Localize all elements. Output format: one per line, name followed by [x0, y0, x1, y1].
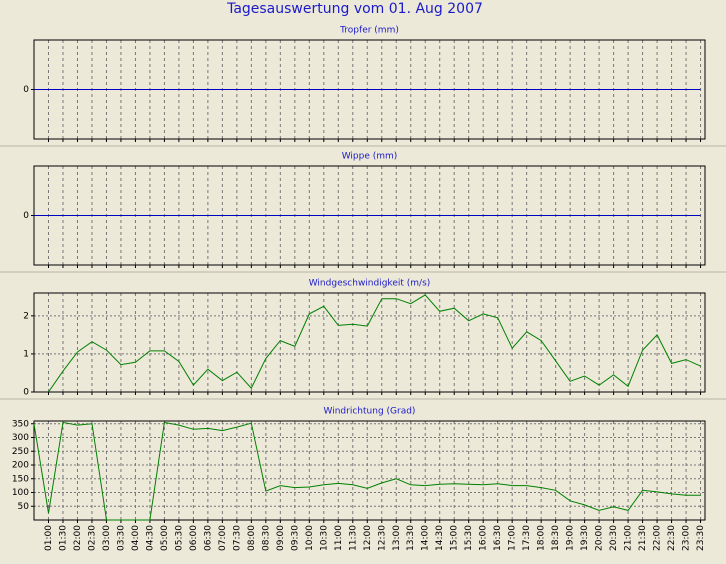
- y-tick-label: 0: [23, 211, 29, 221]
- y-tick-label: 2: [23, 311, 29, 321]
- x-tick-label: 14:30: [435, 525, 445, 551]
- panel-title: Wippe (mm): [342, 152, 398, 162]
- x-tick-label: 03:30: [116, 525, 126, 551]
- x-tick-label: 11:30: [348, 525, 358, 551]
- x-tick-label: 19:00: [566, 525, 576, 551]
- x-tick-label: 23:00: [682, 525, 692, 551]
- x-tick-label: 12:00: [363, 525, 373, 551]
- x-tick-label: 04:00: [131, 525, 141, 551]
- plot-frame: [33, 292, 706, 393]
- x-tick-label: 01:30: [58, 525, 68, 551]
- y-tick-label: 100: [12, 488, 29, 498]
- x-tick-label: 10:00: [305, 525, 315, 551]
- x-tick-label: 21:30: [638, 525, 648, 551]
- x-tick-label: 16:30: [493, 525, 503, 551]
- x-tick-label: 02:30: [87, 525, 97, 551]
- x-tick-label: 19:30: [580, 525, 590, 551]
- x-tick-label: 20:30: [609, 525, 619, 551]
- x-tick-label: 18:30: [551, 525, 561, 551]
- x-tick-label: 05:30: [174, 525, 184, 551]
- x-tick-label: 23:30: [696, 525, 706, 551]
- x-tick-label: 08:00: [247, 525, 257, 551]
- x-tick-label: 21:00: [624, 525, 634, 551]
- x-tick-label: 22:00: [653, 525, 663, 551]
- y-tick-label: 0: [23, 85, 29, 95]
- x-tick-label: 17:30: [522, 525, 532, 551]
- x-tick-label: 10:30: [319, 525, 329, 551]
- panel-title: Tropfer (mm): [339, 26, 399, 36]
- panel-title: Windgeschwindigkeit (m/s): [309, 279, 431, 289]
- x-tick-label: 20:00: [595, 525, 605, 551]
- x-tick-label: 13:30: [406, 525, 416, 551]
- x-tick-label: 09:00: [276, 525, 286, 551]
- page-title: Tagesauswertung vom 01. Aug 2007: [226, 1, 483, 17]
- x-tick-label: 15:30: [464, 525, 474, 551]
- x-tick-label: 09:30: [290, 525, 300, 551]
- x-tick-label: 11:00: [334, 525, 344, 551]
- y-tick-label: 250: [12, 447, 29, 457]
- plot-frame: [33, 420, 706, 521]
- y-tick-label: 350: [12, 419, 29, 429]
- y-tick-label: 1: [23, 349, 29, 359]
- x-tick-label: 12:30: [377, 525, 387, 551]
- x-tick-label: 15:00: [450, 525, 460, 551]
- data-line: [48, 294, 701, 393]
- x-tick-label: 02:00: [73, 525, 83, 551]
- x-tick-label: 18:00: [537, 525, 547, 551]
- x-tick-label: 06:00: [189, 525, 199, 551]
- x-tick-label: 08:30: [261, 525, 271, 551]
- x-tick-label: 17:00: [508, 525, 518, 551]
- y-tick-label: 50: [18, 502, 30, 512]
- x-tick-label: 13:00: [392, 525, 402, 551]
- x-tick-label: 14:00: [421, 525, 431, 551]
- x-tick-label: 06:30: [203, 525, 213, 551]
- x-tick-label: 16:00: [479, 525, 489, 551]
- x-tick-label: 01:00: [44, 525, 54, 551]
- x-tick-label: 22:30: [667, 525, 677, 551]
- x-tick-label: 04:30: [145, 525, 155, 551]
- y-tick-label: 150: [12, 474, 29, 484]
- x-tick-label: 05:00: [160, 525, 170, 551]
- x-tick-label: 03:00: [102, 525, 112, 551]
- x-tick-label: 07:00: [218, 525, 228, 551]
- y-tick-label: 0: [23, 388, 29, 398]
- x-tick-label: 07:30: [232, 525, 242, 551]
- panel-title: Windrichtung (Grad): [324, 407, 416, 417]
- y-tick-label: 300: [12, 433, 29, 443]
- data-line: [33, 421, 701, 521]
- y-tick-label: 200: [12, 461, 29, 471]
